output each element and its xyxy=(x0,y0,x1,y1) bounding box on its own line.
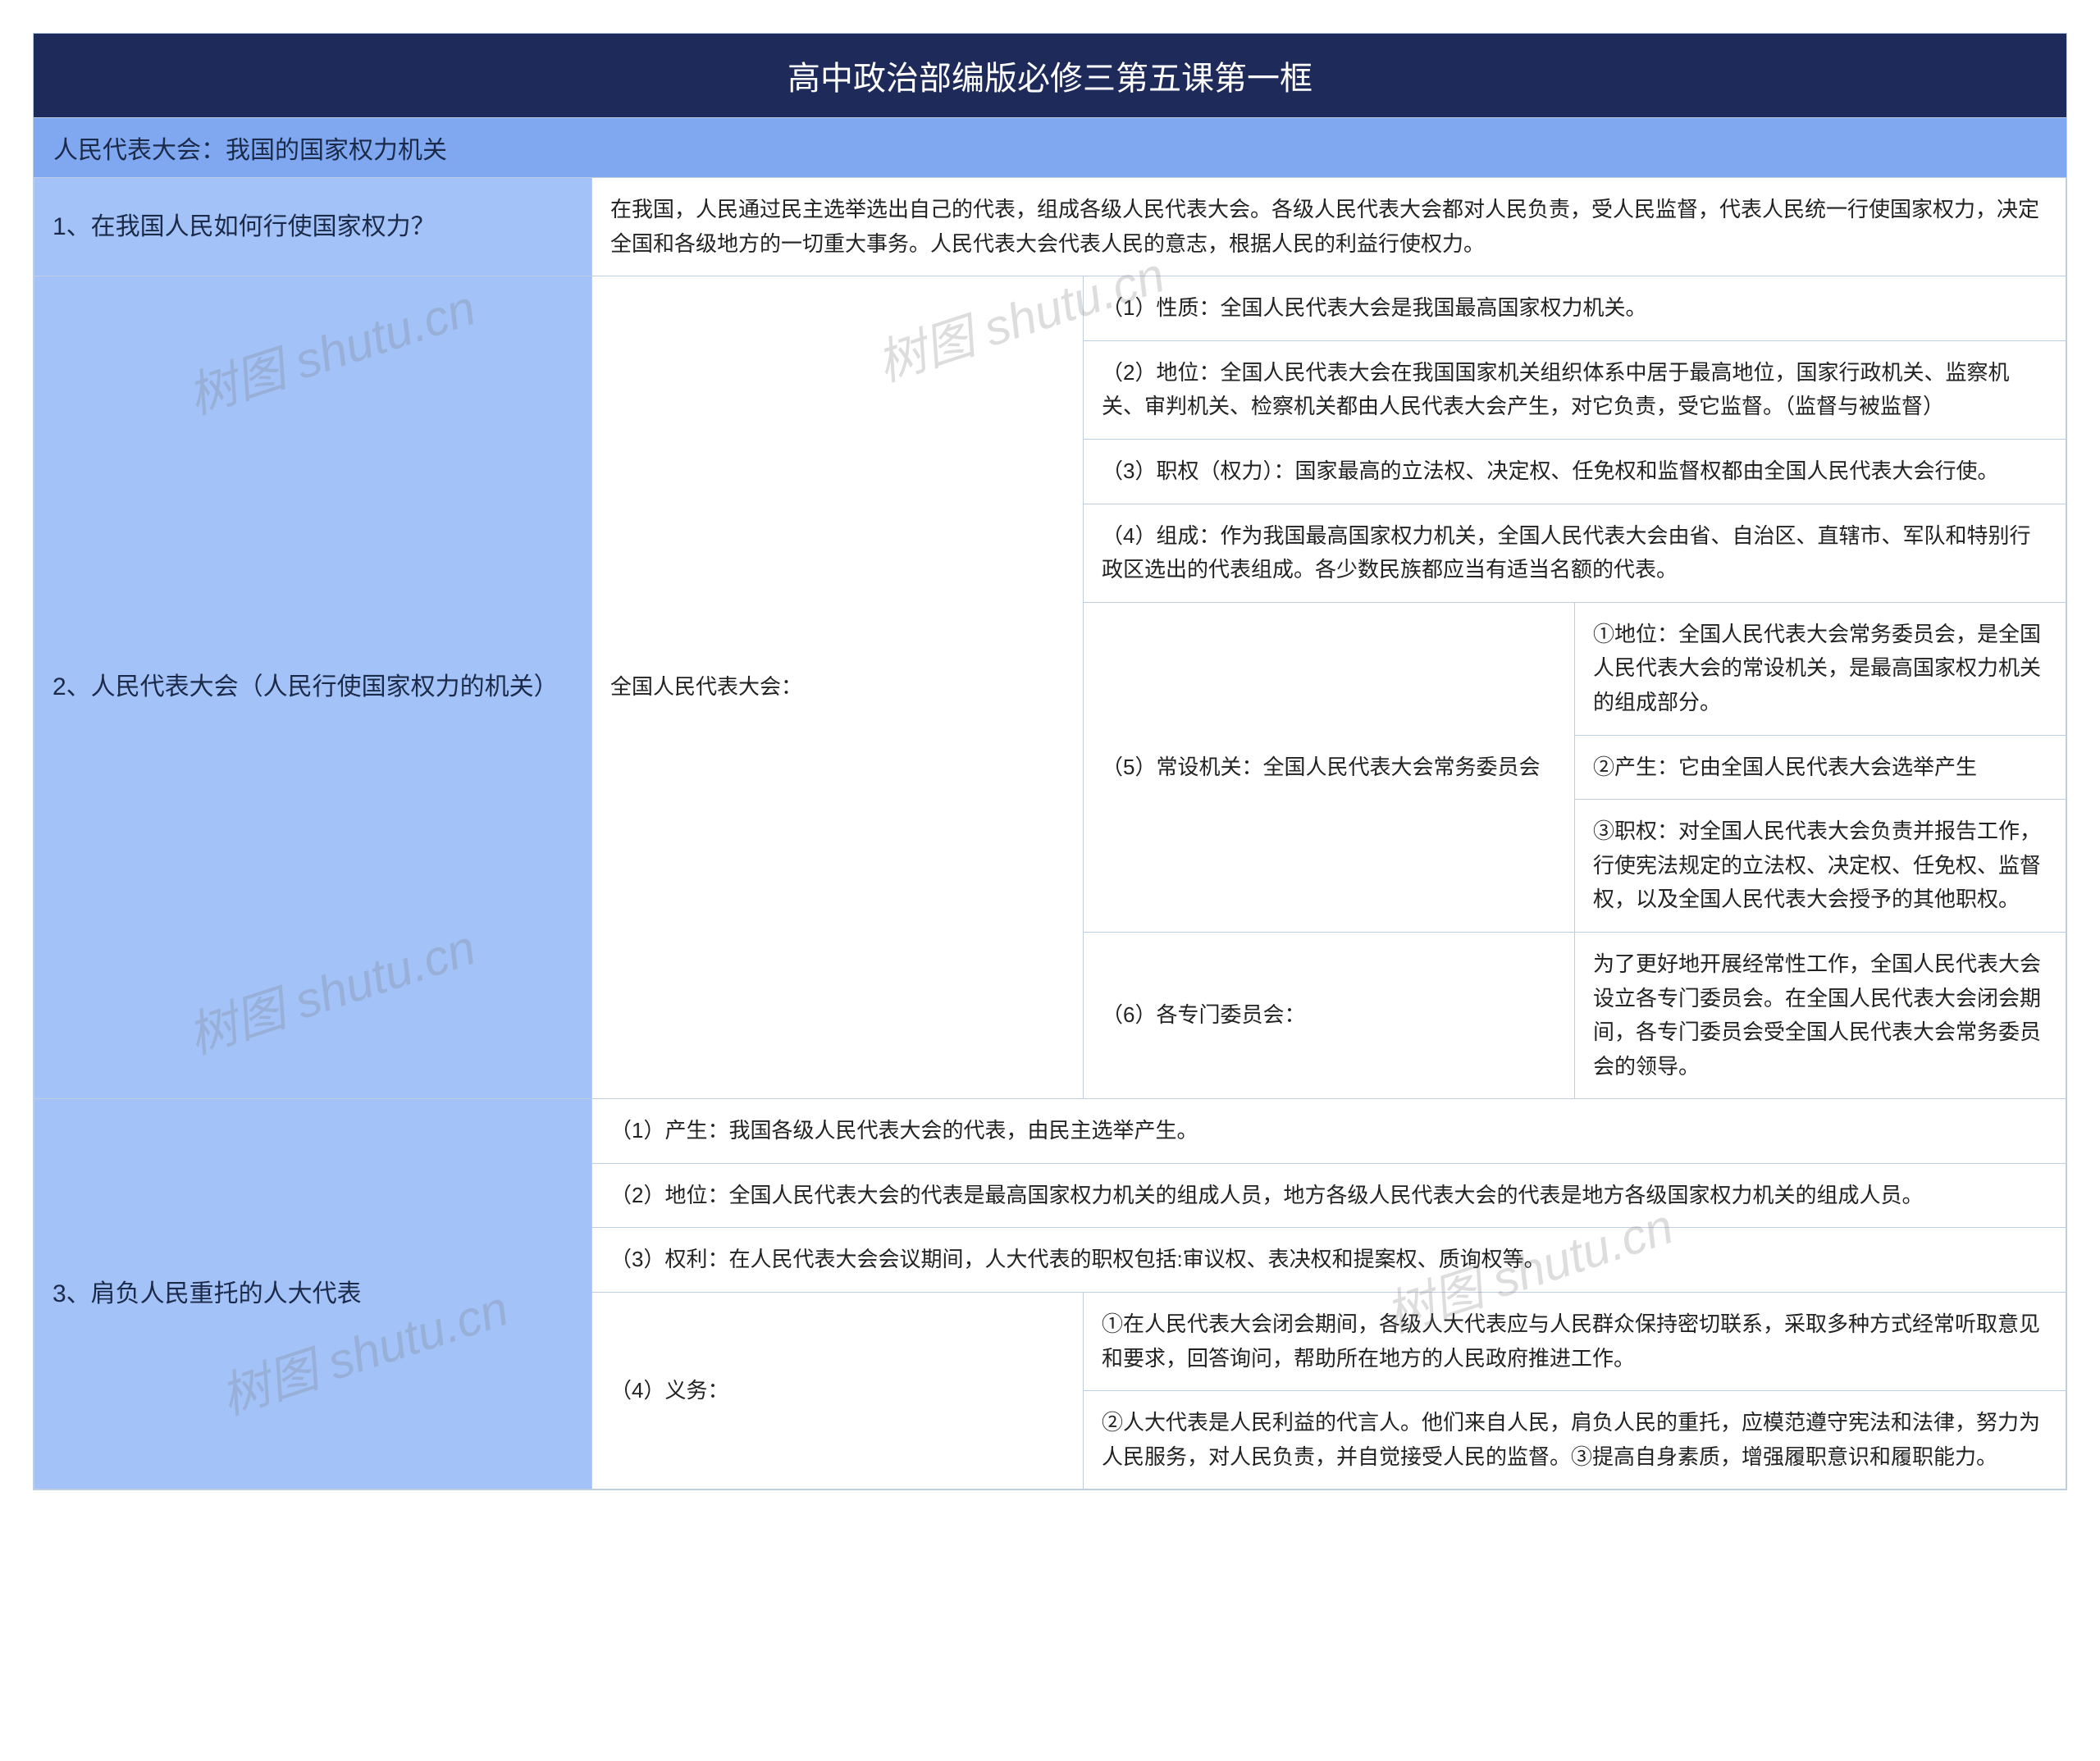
table-row: 3、肩负人民重托的人大代表 （1）产生：我国各级人民代表大会的代表，由民主选举产… xyxy=(34,1099,2066,1164)
section3-item3: （3）权利：在人民代表大会会议期间，人大代表的职权包括:审议权、表决权和提案权、… xyxy=(592,1228,2066,1293)
section3-item2: （2）地位：全国人民代表大会的代表是最高国家权力机关的组成人员，地方各级人民代表… xyxy=(592,1163,2066,1228)
section2-item3: （3）职权（权力）：国家最高的立法权、决定权、任免权和监督权都由全国人民代表大会… xyxy=(1084,439,2066,504)
section2-item4: （4）组成：作为我国最高国家权力机关，全国人民代表大会由省、自治区、直辖市、军队… xyxy=(1084,504,2066,602)
subtitle-text: 人民代表大会：我国的国家权力机关 xyxy=(53,137,447,164)
section2-sublabel: 全国人民代表大会： xyxy=(592,276,1084,1099)
section2-item6-content: 为了更好地开展经常性工作，全国人民代表大会设立各专门委员会。在全国人民代表大会闭… xyxy=(1575,932,2066,1098)
section2-item1: （1）性质：全国人民代表大会是我国最高国家权力机关。 xyxy=(1084,276,2066,341)
title-bar: 高中政治部编版必修三第五课第一框 xyxy=(34,34,2066,117)
section3-item4-label: （4）义务： xyxy=(592,1293,1084,1490)
content-table: 1、在我国人民如何行使国家权力？ 在我国，人民通过民主选举选出自己的代表，组成各… xyxy=(34,177,2066,1490)
section2-item2: （2）地位：全国人民代表大会在我国国家机关组织体系中居于最高地位，国家行政机关、… xyxy=(1084,340,2066,439)
subtitle-bar: 人民代表大会：我国的国家权力机关 xyxy=(34,117,2066,177)
section2-item5-b: ②产生：它由全国人民代表大会选举产生 xyxy=(1575,735,2066,800)
section2-item5-c: ③职权：对全国人民代表大会负责并报告工作，行使宪法规定的立法权、决定权、任免权、… xyxy=(1575,800,2066,933)
section3-label: 3、肩负人民重托的人大代表 xyxy=(34,1099,592,1490)
section2-label: 2、人民代表大会（人民行使国家权力的机关） xyxy=(34,276,592,1099)
page-title: 高中政治部编版必修三第五课第一框 xyxy=(788,61,1312,97)
table-row: 2、人民代表大会（人民行使国家权力的机关） 全国人民代表大会： （1）性质：全国… xyxy=(34,276,2066,341)
outline-table: 高中政治部编版必修三第五课第一框 人民代表大会：我国的国家权力机关 1、在我国人… xyxy=(33,33,2067,1490)
section3-item4-a: ①在人民代表大会闭会期间，各级人大代表应与人民群众保持密切联系，采取多种方式经常… xyxy=(1084,1293,2066,1391)
section3-item4-b: ②人大代表是人民利益的代言人。他们来自人民，肩负人民的重托，应模范遵守宪法和法律… xyxy=(1084,1391,2066,1490)
section2-item6-label: （6）各专门委员会： xyxy=(1084,932,1575,1098)
section2-item5-label: （5）常设机关：全国人民代表大会常务委员会 xyxy=(1084,602,1575,932)
section1-content: 在我国，人民通过民主选举选出自己的代表，组成各级人民代表大会。各级人民代表大会都… xyxy=(592,178,2066,276)
section1-label: 1、在我国人民如何行使国家权力？ xyxy=(34,178,592,276)
section2-item5-a: ①地位：全国人民代表大会常务委员会，是全国人民代表大会的常设机关，是最高国家权力… xyxy=(1575,602,2066,735)
section3-item1: （1）产生：我国各级人民代表大会的代表，由民主选举产生。 xyxy=(592,1099,2066,1164)
table-row: 1、在我国人民如何行使国家权力？ 在我国，人民通过民主选举选出自己的代表，组成各… xyxy=(34,178,2066,276)
